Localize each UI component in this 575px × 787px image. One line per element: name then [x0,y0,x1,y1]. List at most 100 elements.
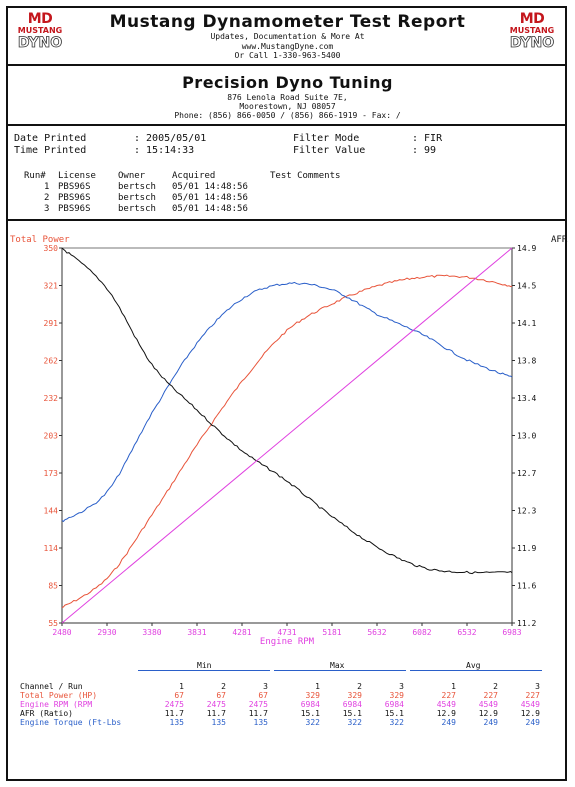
logo-md-text: MD [27,11,53,27]
run-acquired: 05/01 14:48:56 [172,193,248,203]
summary-row-label: Engine Torque (Ft-Lbs [20,718,122,727]
summary-cell: 12.9 [520,709,540,718]
x-tick-label: 2480 [52,628,71,637]
run-column-header: 3 [535,682,540,691]
summary-cell: 15.1 [342,709,362,718]
summary-cell: 4549 [436,700,456,709]
y-right-tick-label: 13.0 [517,432,536,441]
filter-value-value: : 99 [412,145,437,156]
summary-cell: 4549 [478,700,498,709]
summary-cell: 67 [216,691,226,700]
run-acquired: 05/01 14:48:56 [172,182,248,192]
run-owner: bertsch [118,204,156,214]
series-line-afr [61,247,513,575]
summary-cell: 6984 [384,700,404,709]
runs-header-run: Run# [24,171,46,181]
summary-cell: 135 [169,718,184,727]
run-column-header: 1 [315,682,320,691]
run-number: 1 [44,182,50,192]
run-column-header: 3 [263,682,268,691]
summary-cell: 15.1 [384,709,404,718]
x-tick-label: 4731 [277,628,296,637]
y-right-tick-label: 14.5 [517,282,536,291]
logo-left: MD MUSTANG DYNO [12,12,68,52]
run-license: PBS96S [58,204,91,214]
run-column-header: 1 [451,682,456,691]
summary-row-label: Total Power (HP) [20,691,98,700]
run-column-header: 1 [179,682,184,691]
summary-cell: 12.9 [436,709,456,718]
series-line-engine-rpm [61,247,513,624]
logo-md-text: MD [519,11,545,27]
divider [6,124,567,126]
summary-cell: 11.7 [248,709,268,718]
summary-cell: 329 [347,691,362,700]
summary-table: Min Max Avg Channel / Run 1 2 3 1 2 3 1 2 3 Tota… [0,660,575,770]
y-left-tick-label: 262 [44,357,59,366]
time-printed-label: Time Printed [14,145,87,156]
run-column-header: 2 [357,682,362,691]
y-right-tick-label: 12.7 [517,469,536,478]
channel-run-header: Channel / Run [20,682,83,691]
shop-name: Precision Dyno Tuning [182,73,393,92]
logo-right: MD MUSTANG DYNO [504,12,560,52]
y-left-tick-label: 144 [44,507,59,516]
y-left-tick-label: 173 [44,469,59,478]
summary-cell: 329 [305,691,320,700]
y-right-tick-label: 13.8 [517,357,536,366]
summary-cell: 2475 [164,700,184,709]
summary-cell: 2475 [206,700,226,709]
summary-cell: 2475 [248,700,268,709]
shop-address-2: Moorestown, NJ 08057 [239,102,336,111]
shop-phone: Phone: (856) 866-0050 / (856) 866-1919 -… [174,111,401,120]
shop-address-1: 876 Lenola Road Suite 7E, [227,93,348,102]
run-license: PBS96S [58,182,91,192]
runs-header-acquired: Acquired [172,171,216,181]
summary-cell: 227 [483,691,498,700]
x-tick-label: 5181 [322,628,341,637]
summary-cell: 11.7 [164,709,184,718]
y-left-tick-label: 203 [44,432,59,441]
y-left-tick-label: 232 [44,394,59,403]
header-subtitle-1: Updates, Documentation & More At [210,32,365,41]
time-printed-value: : 15:14:33 [134,145,195,156]
summary-cell: 249 [525,718,540,727]
y-right-tick-label: 11.6 [517,582,536,591]
x-tick-label: 5632 [367,628,386,637]
group-rule-max [274,670,406,671]
summary-cell: 322 [305,718,320,727]
run-column-header: 2 [493,682,498,691]
y-left-tick-label: 291 [44,319,59,328]
y-right-tick-label: 14.1 [517,319,536,328]
summary-cell: 249 [441,718,456,727]
x-tick-label: 3831 [187,628,206,637]
group-header-avg: Avg [466,661,481,670]
summary-cell: 322 [389,718,404,727]
x-tick-label: 4281 [232,628,251,637]
x-tick-label: 6532 [457,628,476,637]
y-left-axis-label: Total Power [10,235,70,245]
run-acquired: 05/01 14:48:56 [172,204,248,214]
run-number: 2 [44,193,50,203]
summary-cell: 227 [441,691,456,700]
y-right-tick-label: 13.4 [517,394,536,403]
x-axis-label: Engine RPM [260,637,315,647]
y-right-tick-label: 11.9 [517,544,536,553]
y-right-tick-label: 11.2 [517,619,536,628]
summary-cell: 12.9 [478,709,498,718]
series-line-engine-torque [61,281,513,523]
filter-mode-label: Filter Mode [293,133,360,144]
date-printed-label: Date Printed [14,133,87,144]
run-owner: bertsch [118,193,156,203]
summary-cell: 11.7 [206,709,226,718]
filter-value-label: Filter Value [293,145,366,156]
summary-cell: 329 [389,691,404,700]
dyno-chart: Total Power AFR Engine RPM 350 321 291 262 2… [10,235,568,647]
y-right-tick-label: 14.9 [517,244,536,253]
y-left-tick-label: 350 [44,244,59,253]
report-frame [6,6,567,781]
x-tick-label: 6983 [502,628,521,637]
x-tick-label: 3380 [142,628,161,637]
y-left-tick-label: 55 [48,619,58,628]
filter-mode-value: : FIR [412,133,443,144]
